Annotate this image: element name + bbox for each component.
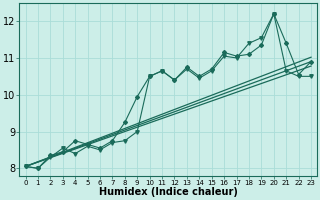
X-axis label: Humidex (Indice chaleur): Humidex (Indice chaleur) [99,187,238,197]
